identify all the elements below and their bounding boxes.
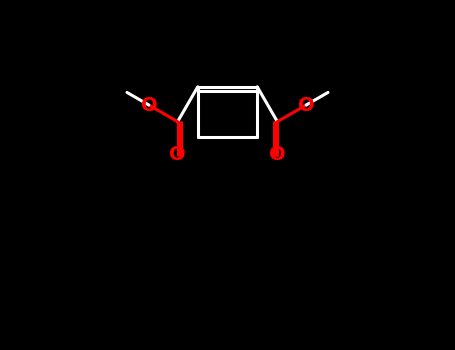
Text: O: O (169, 145, 186, 164)
Text: O: O (298, 96, 314, 114)
Text: O: O (269, 145, 286, 164)
Text: O: O (141, 96, 157, 114)
